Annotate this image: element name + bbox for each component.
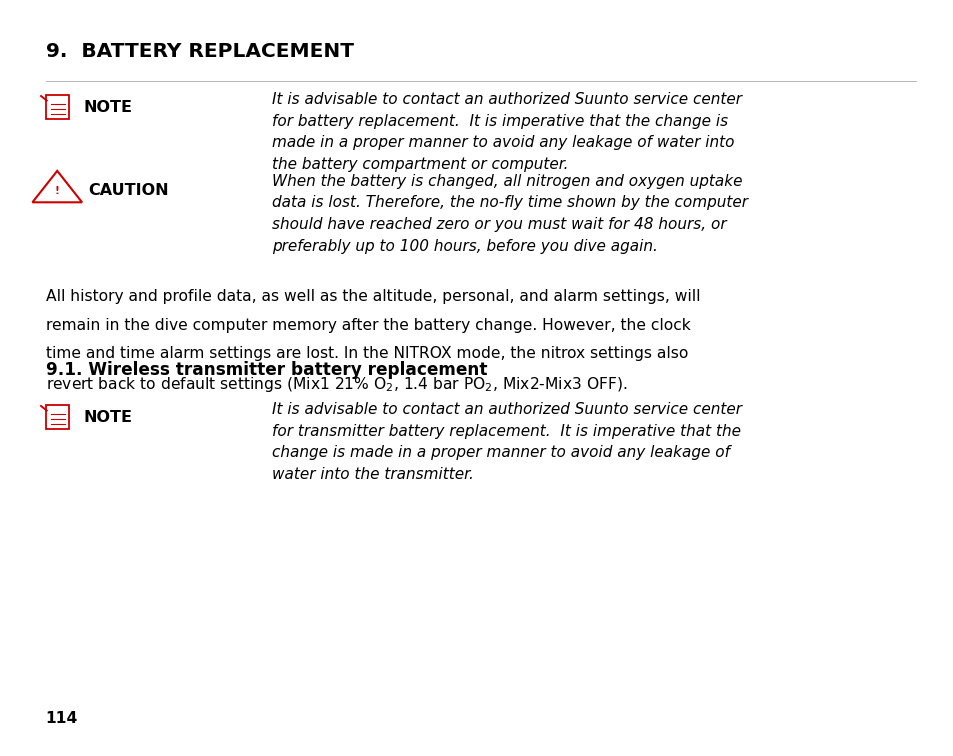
- Text: remain in the dive computer memory after the battery change. However, the clock: remain in the dive computer memory after…: [46, 318, 690, 333]
- Polygon shape: [32, 171, 82, 203]
- FancyBboxPatch shape: [46, 405, 69, 429]
- FancyBboxPatch shape: [46, 95, 69, 119]
- Text: When the battery is changed, all nitrogen and oxygen uptake
data is lost. Theref: When the battery is changed, all nitroge…: [272, 174, 747, 254]
- Text: NOTE: NOTE: [84, 100, 132, 115]
- Text: 9.1. Wireless transmitter battery replacement: 9.1. Wireless transmitter battery replac…: [46, 361, 487, 380]
- Text: It is advisable to contact an authorized Suunto service center
for transmitter b: It is advisable to contact an authorized…: [272, 402, 741, 482]
- Text: NOTE: NOTE: [84, 410, 132, 425]
- Text: time and time alarm settings are lost. In the NITROX mode, the nitrox settings a: time and time alarm settings are lost. I…: [46, 346, 687, 361]
- Text: It is advisable to contact an authorized Suunto service center
for battery repla: It is advisable to contact an authorized…: [272, 92, 741, 172]
- Text: 9.  BATTERY REPLACEMENT: 9. BATTERY REPLACEMENT: [46, 42, 354, 60]
- Text: CAUTION: CAUTION: [88, 183, 169, 198]
- Text: All history and profile data, as well as the altitude, personal, and alarm setti: All history and profile data, as well as…: [46, 289, 700, 304]
- Text: 114: 114: [46, 711, 78, 726]
- Text: revert back to default settings (Mix1 21% O$_2$, 1.4 bar PO$_2$, Mix2-Mix3 OFF).: revert back to default settings (Mix1 21…: [46, 375, 627, 394]
- Text: !: !: [54, 187, 60, 197]
